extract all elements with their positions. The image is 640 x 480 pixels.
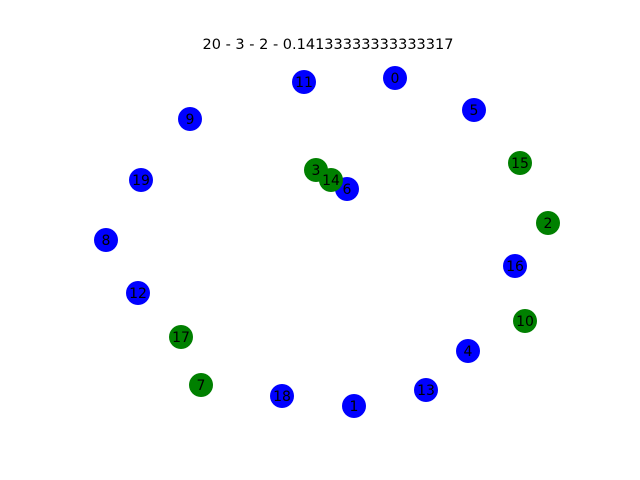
node-circle bbox=[462, 98, 486, 122]
node-label: 14 bbox=[322, 173, 340, 189]
graph-node: 11 bbox=[292, 70, 316, 94]
node-circle bbox=[292, 70, 316, 94]
graph-node: 15 bbox=[508, 151, 532, 175]
node-circle bbox=[342, 394, 366, 418]
node-circle bbox=[383, 66, 407, 90]
node-label: 11 bbox=[295, 75, 313, 91]
node-circle bbox=[94, 228, 118, 252]
node-circle bbox=[503, 254, 527, 278]
node-circle bbox=[129, 168, 153, 192]
graph-node: 17 bbox=[169, 325, 193, 349]
node-label: 18 bbox=[273, 389, 291, 405]
graph-node: 9 bbox=[178, 107, 202, 131]
node-label: 19 bbox=[132, 173, 150, 189]
node-label: 16 bbox=[506, 259, 524, 275]
graph-node: 2 bbox=[536, 211, 560, 235]
node-circle bbox=[508, 151, 532, 175]
node-circle bbox=[126, 281, 150, 305]
graph-node: 8 bbox=[94, 228, 118, 252]
node-label: 8 bbox=[102, 233, 111, 249]
node-circle bbox=[319, 168, 343, 192]
graph-node: 19 bbox=[129, 168, 153, 192]
graph-node: 12 bbox=[126, 281, 150, 305]
graph-node: 13 bbox=[414, 378, 438, 402]
node-label: 12 bbox=[129, 286, 147, 302]
graph-node: 16 bbox=[503, 254, 527, 278]
graph-node: 18 bbox=[270, 384, 294, 408]
node-circle bbox=[189, 373, 213, 397]
node-label: 4 bbox=[464, 344, 473, 360]
node-label: 10 bbox=[516, 314, 534, 330]
graph-node: 7 bbox=[189, 373, 213, 397]
node-label: 13 bbox=[417, 383, 435, 399]
node-label: 3 bbox=[312, 163, 321, 179]
node-label: 15 bbox=[511, 156, 529, 172]
graph-node: 5 bbox=[462, 98, 486, 122]
node-circle bbox=[270, 384, 294, 408]
node-circle bbox=[456, 339, 480, 363]
nodes-layer: 0 5 15 2 16 10 4 13 1 18 7 17 12 8 19 9 11 6 314 bbox=[94, 66, 560, 418]
node-circle bbox=[536, 211, 560, 235]
node-label: 1 bbox=[350, 399, 359, 415]
graph-node: 14 bbox=[319, 168, 343, 192]
graph-node: 4 bbox=[456, 339, 480, 363]
node-circle bbox=[178, 107, 202, 131]
node-label: 6 bbox=[343, 182, 352, 198]
graph-node: 0 bbox=[383, 66, 407, 90]
node-label: 5 bbox=[470, 103, 479, 119]
node-label: 9 bbox=[186, 112, 195, 128]
node-label: 17 bbox=[172, 330, 190, 346]
node-circle bbox=[169, 325, 193, 349]
graph-title: 20 - 3 - 2 - 0.14133333333333317 bbox=[203, 37, 454, 53]
graph-node: 10 bbox=[513, 309, 537, 333]
graph-node: 1 bbox=[342, 394, 366, 418]
node-circle bbox=[513, 309, 537, 333]
node-label: 2 bbox=[544, 216, 553, 232]
node-label: 7 bbox=[197, 378, 206, 394]
node-circle bbox=[414, 378, 438, 402]
node-label: 0 bbox=[391, 71, 400, 87]
